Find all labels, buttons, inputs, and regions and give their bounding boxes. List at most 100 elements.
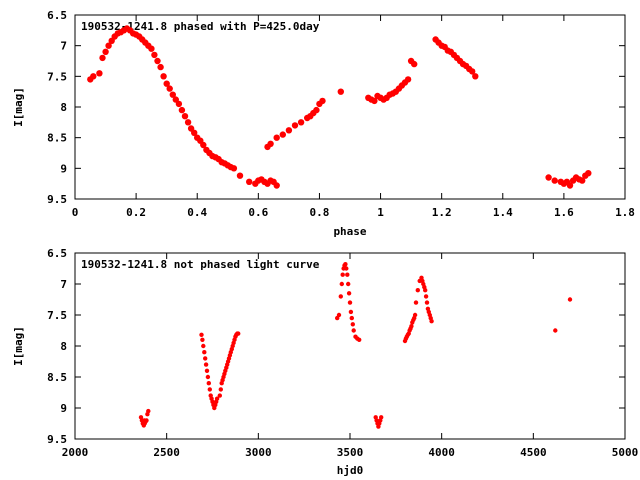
data-point xyxy=(424,300,430,305)
x-tick-label: 2500 xyxy=(153,446,180,459)
data-point xyxy=(336,312,342,318)
y-tick-label: 8 xyxy=(60,101,67,114)
data-point xyxy=(429,319,434,324)
data-point xyxy=(267,140,274,147)
data-point xyxy=(379,415,384,420)
data-point xyxy=(351,328,356,333)
data-point xyxy=(371,97,378,105)
data-point xyxy=(415,288,420,293)
y-axis-label: I[mag] xyxy=(12,326,25,366)
data-point xyxy=(423,288,428,293)
y-tick-label: 9.5 xyxy=(47,433,67,446)
phased-panel: 190532-1241.8 phased with P=425.0day pha… xyxy=(12,9,635,238)
x-tick-label: 1.6 xyxy=(554,206,574,219)
x-ticks: 2000 2500 3000 3500 4000 4500 5000 xyxy=(62,253,639,459)
y-ticks: 6.5 7 7.5 8 8.5 9 9.5 xyxy=(47,247,625,446)
data-point xyxy=(545,174,552,181)
x-tick-label: 5000 xyxy=(612,446,639,459)
data-point xyxy=(204,368,210,373)
data-point xyxy=(217,393,222,398)
y-tick-label: 7 xyxy=(60,40,67,53)
x-tick-label: 1.2 xyxy=(432,206,452,219)
data-point xyxy=(163,80,170,87)
data-point xyxy=(246,178,253,185)
data-point xyxy=(567,297,573,302)
data-point xyxy=(347,300,353,305)
data-point xyxy=(160,73,167,80)
x-tick-label: 1 xyxy=(377,206,384,219)
data-point xyxy=(102,48,109,55)
data-point xyxy=(319,97,326,105)
y-tick-label: 6.5 xyxy=(47,9,67,22)
y-tick-label: 9 xyxy=(60,162,67,175)
unphased-panel: 190532-1241.8 not phased light curve hjd… xyxy=(12,247,638,477)
data-point xyxy=(273,182,280,189)
data-point xyxy=(218,387,223,392)
data-point xyxy=(178,106,186,114)
x-tick-label: 0.2 xyxy=(126,206,146,219)
data-point xyxy=(423,294,429,299)
x-axis-label: phase xyxy=(333,225,366,238)
data-point xyxy=(105,42,112,49)
data-point xyxy=(409,324,414,329)
x-tick-label: 1.8 xyxy=(615,206,635,219)
x-tick-label: 4000 xyxy=(428,446,455,459)
data-point xyxy=(203,356,208,361)
data-point xyxy=(236,331,241,336)
data-point xyxy=(551,177,558,184)
data-points xyxy=(138,262,573,429)
data-point xyxy=(346,291,352,296)
x-ticks: 0 0.2 0.4 0.6 0.8 1 1.2 1.4 1.6 1.8 xyxy=(72,15,635,219)
y-tick-label: 7.5 xyxy=(47,309,67,322)
x-tick-label: 2000 xyxy=(62,446,89,459)
x-tick-label: 1.4 xyxy=(493,206,513,219)
y-tick-label: 7 xyxy=(60,278,67,291)
data-point xyxy=(344,266,349,271)
data-point xyxy=(297,119,305,126)
y-tick-label: 7.5 xyxy=(47,70,67,83)
data-point xyxy=(472,73,479,80)
data-point xyxy=(199,332,204,337)
data-point xyxy=(146,408,151,414)
data-point xyxy=(469,68,476,75)
data-point xyxy=(203,362,209,367)
y-tick-label: 8 xyxy=(60,340,67,353)
y-tick-label: 8.5 xyxy=(47,371,67,384)
data-point xyxy=(154,57,161,65)
data-point xyxy=(291,122,299,129)
data-point xyxy=(413,300,419,305)
y-tick-label: 9.5 xyxy=(47,193,67,206)
y-ticks: 6.5 7 7.5 8 8.5 9 9.5 xyxy=(47,9,625,206)
data-point xyxy=(350,322,355,327)
x-tick-label: 0.4 xyxy=(187,206,207,219)
x-tick-label: 4500 xyxy=(520,446,547,459)
data-point xyxy=(349,315,354,321)
data-point xyxy=(184,119,192,126)
x-tick-label: 0.6 xyxy=(248,206,268,219)
x-axis-label: hjd0 xyxy=(337,464,364,477)
data-point xyxy=(404,76,412,83)
data-point xyxy=(313,106,320,114)
data-point xyxy=(206,381,211,386)
data-point xyxy=(214,396,220,401)
data-point xyxy=(175,100,183,108)
data-point xyxy=(343,262,348,267)
y-tick-label: 8.5 xyxy=(47,132,67,145)
data-point xyxy=(90,73,97,80)
x-tick-label: 3000 xyxy=(245,446,272,459)
data-point xyxy=(166,85,173,92)
data-point xyxy=(411,60,418,68)
data-points xyxy=(87,25,592,189)
data-point xyxy=(273,134,280,141)
y-tick-label: 6.5 xyxy=(47,247,67,260)
data-point xyxy=(585,170,592,177)
data-point xyxy=(338,294,343,299)
data-point xyxy=(236,172,244,179)
y-tick-label: 9 xyxy=(60,402,67,415)
data-point xyxy=(412,312,418,318)
data-point xyxy=(345,272,350,277)
data-point xyxy=(157,63,164,71)
data-point xyxy=(579,177,586,184)
x-tick-label: 3500 xyxy=(337,446,364,459)
